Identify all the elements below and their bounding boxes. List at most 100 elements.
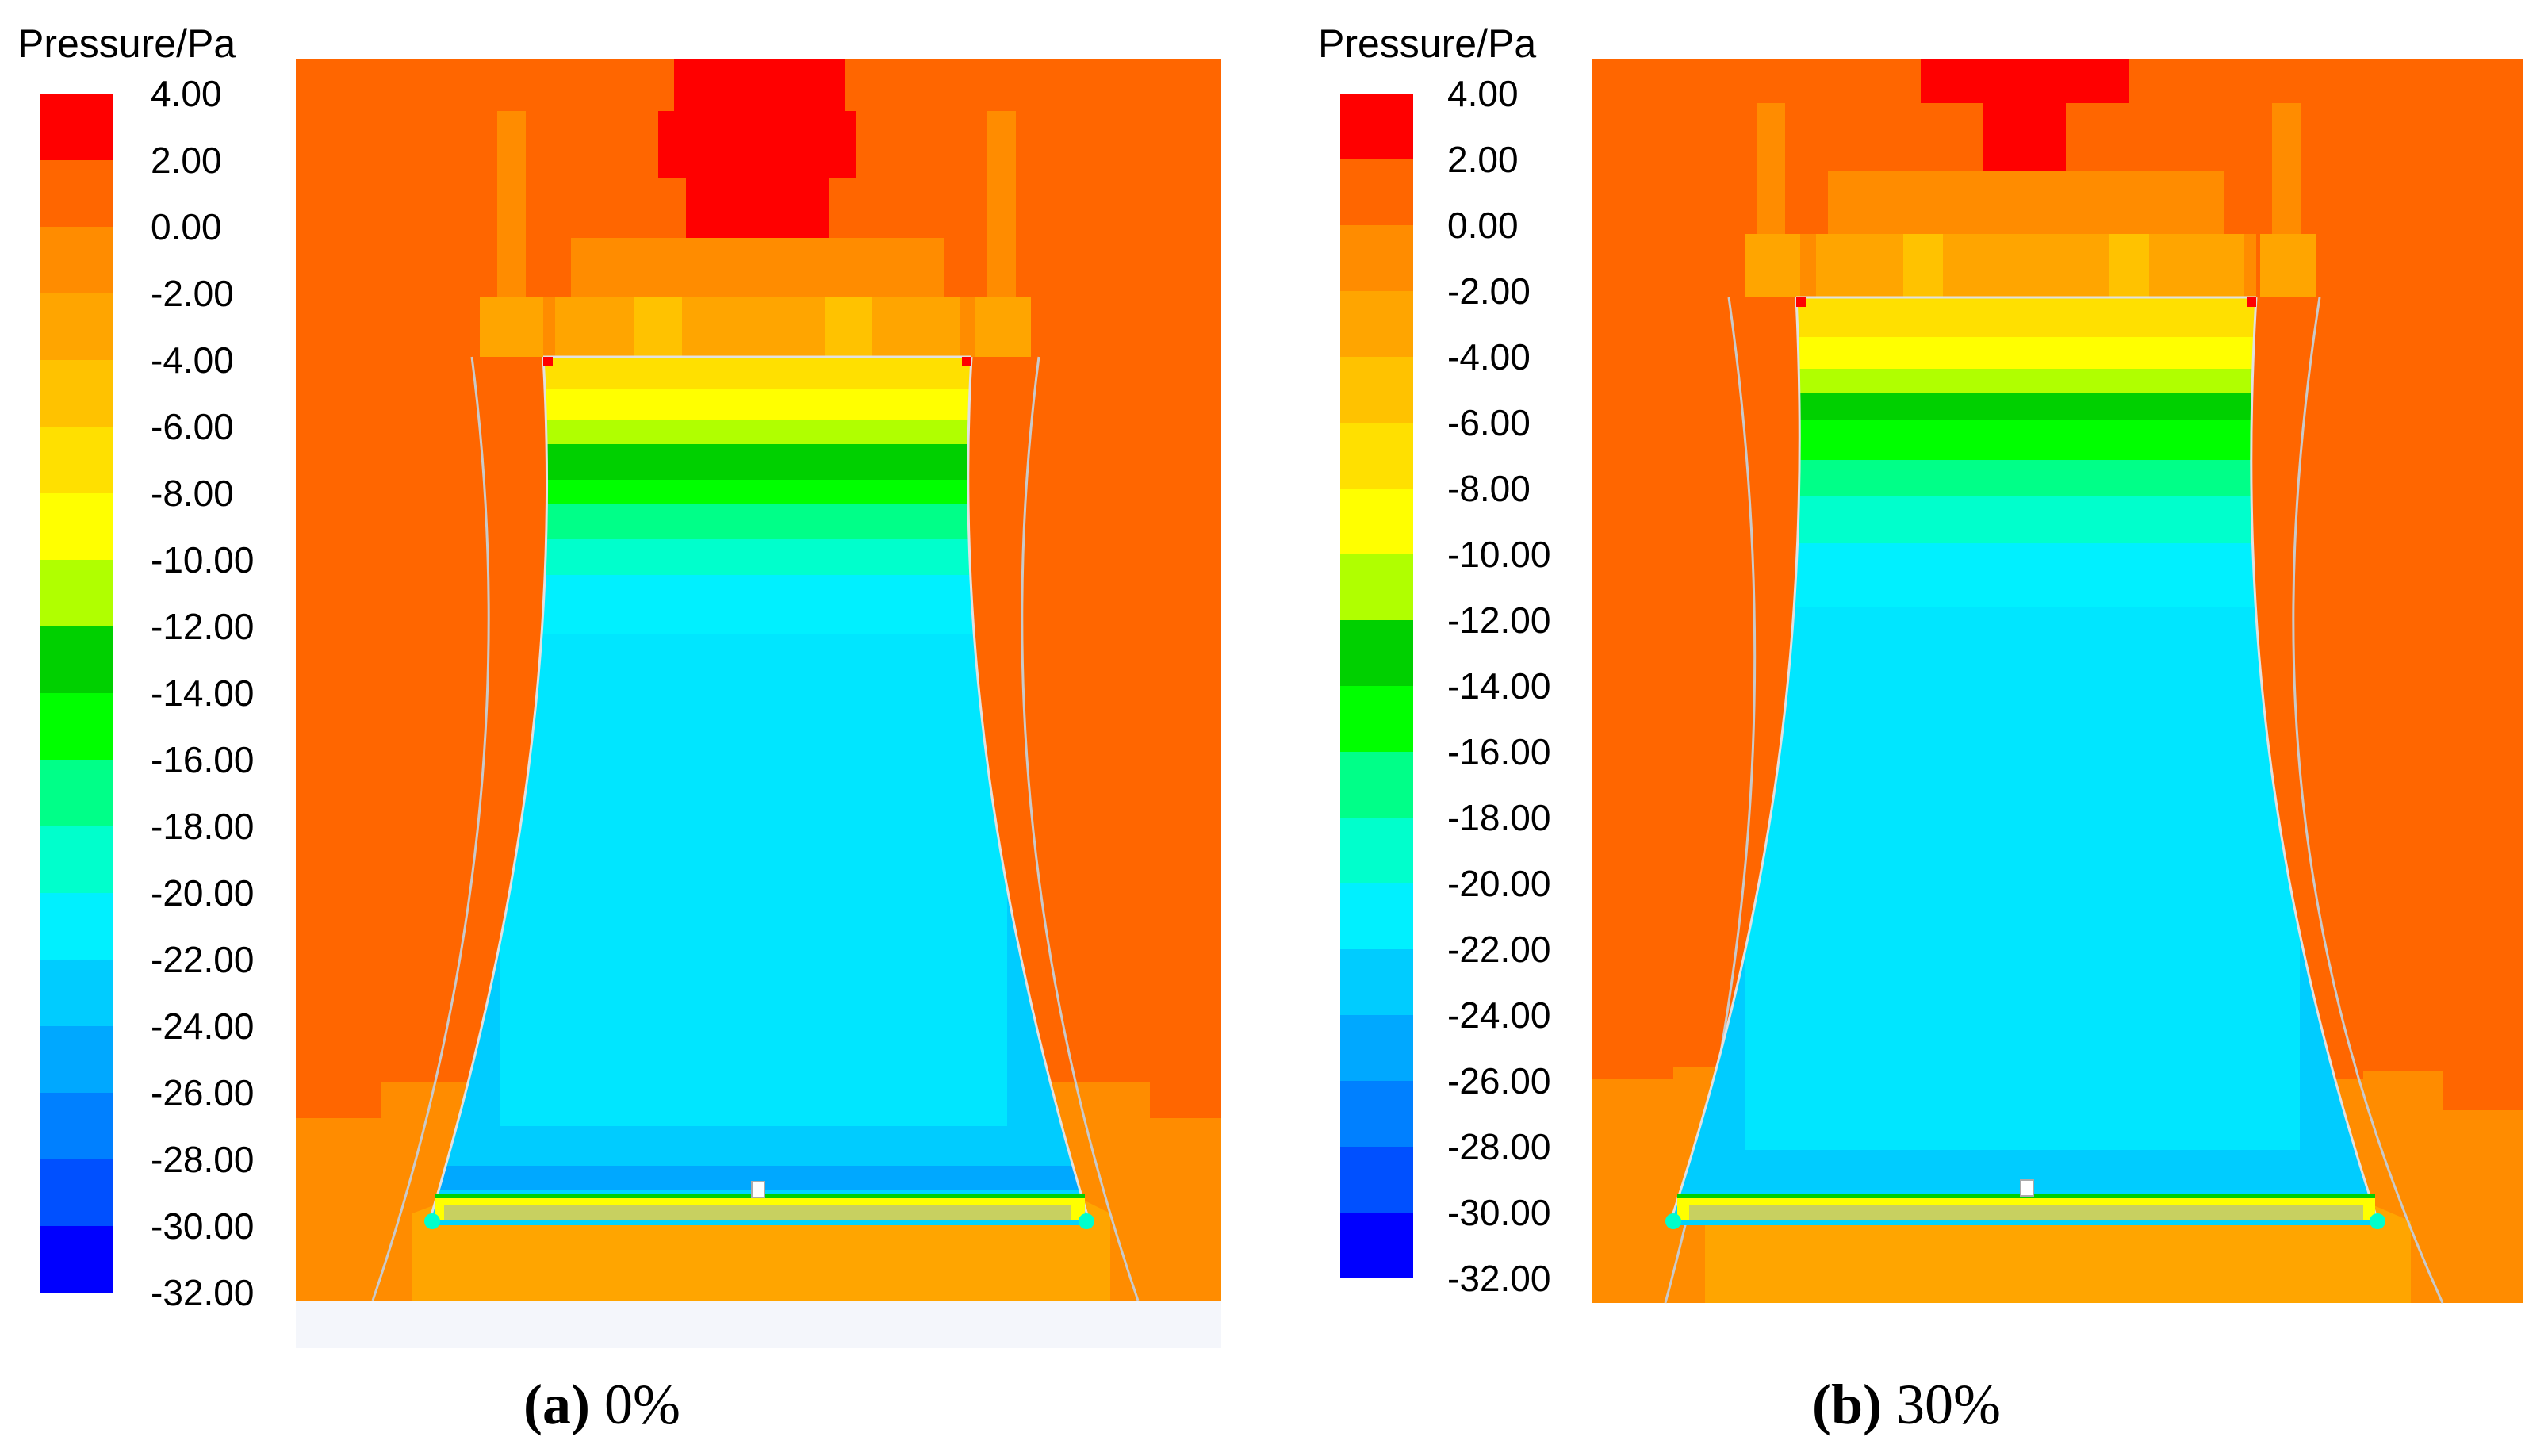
- red-marker-left: [1796, 297, 1806, 307]
- legend-ticks: 4.00 2.00 0.00 -2.00 -4.00 -6.00 -8.00 -10.00 -1…: [151, 73, 254, 1313]
- legend-band: [1340, 1081, 1413, 1147]
- legend-band: [1340, 423, 1413, 489]
- legend-tick-label: -20.00: [151, 872, 254, 914]
- caption-a: (a) 0%: [523, 1373, 680, 1436]
- legend-band: [40, 826, 113, 893]
- upper-gradient: [1816, 234, 2244, 297]
- legend-tick-label: -28.00: [1447, 1126, 1550, 1167]
- shell-outline-right: [2292, 297, 2444, 1304]
- legend-tick-label: 4.00: [1447, 73, 1519, 114]
- red-marker-right: [962, 357, 971, 366]
- legend-band: [1340, 949, 1413, 1015]
- legend-band: [1340, 291, 1413, 357]
- red-marker-right: [2247, 297, 2256, 307]
- legend-tick-label: -4.00: [1447, 336, 1531, 377]
- legend-tick-label: -8.00: [1447, 468, 1531, 509]
- legend-tick-label: 4.00: [151, 73, 222, 114]
- legend-tick-label: 0.00: [1447, 205, 1519, 246]
- legend-tick-label: -4.00: [151, 339, 234, 381]
- post-right-lower: [2260, 234, 2316, 297]
- legend-tick-label: -18.00: [151, 806, 254, 847]
- legend-band: [40, 626, 113, 693]
- legend-band: [1340, 159, 1413, 225]
- legend-tick-label: -2.00: [1447, 270, 1531, 312]
- legend-band: [40, 293, 113, 360]
- legend-band: [40, 693, 113, 760]
- legend-tick-label: -26.00: [1447, 1060, 1550, 1102]
- shell-outline-left: [371, 356, 490, 1301]
- upper-gradient-hot: [634, 297, 682, 357]
- corner-left: [424, 1213, 440, 1229]
- contour-plot: [296, 59, 1221, 1348]
- legend-tick-label: 0.00: [151, 206, 222, 247]
- legend-band: [1340, 225, 1413, 291]
- legend-band: [40, 1093, 113, 1159]
- shell-outline-right: [1021, 356, 1140, 1301]
- post-left-lower: [1745, 234, 1800, 297]
- legend-band: [1340, 686, 1413, 752]
- center-marker: [2020, 1179, 2034, 1197]
- fill-layer-pattern: [444, 1205, 1071, 1220]
- legend-bar: [1340, 94, 1413, 1278]
- post-right-lower: [975, 297, 1031, 357]
- legend-tick-label: -12.00: [151, 606, 254, 647]
- panel-a: Pressure/Pa 4.00 2.00 0.00 -2.00 -4.00 -6.00 -…: [17, 21, 1221, 1436]
- legend-tick-label: -24.00: [1447, 994, 1550, 1036]
- legend-tick-label: -24.00: [151, 1006, 254, 1047]
- upper-gradient: [555, 297, 960, 357]
- legend-band: [1340, 489, 1413, 554]
- legend-band: [1340, 94, 1413, 159]
- legend-band: [40, 960, 113, 1026]
- legend-tick-label: -22.00: [1447, 929, 1550, 970]
- legend-tick-label: -18.00: [1447, 797, 1550, 838]
- legend-tick-label: -30.00: [151, 1205, 254, 1247]
- legend-tick-label: -6.00: [151, 406, 234, 447]
- legend-tick-label: -32.00: [1447, 1258, 1550, 1299]
- legend-band: [1340, 1015, 1413, 1081]
- legend-tick-label: -14.00: [1447, 665, 1550, 707]
- legend-band: [1340, 883, 1413, 949]
- legend-band: [1340, 1213, 1413, 1278]
- legend-tick-label: -10.00: [1447, 534, 1550, 575]
- tower-outline: [427, 355, 1092, 1226]
- legend-tick-label: 2.00: [1447, 139, 1519, 180]
- legend-tick-label: -26.00: [151, 1072, 254, 1113]
- corner-left: [1665, 1213, 1681, 1229]
- contour-plot: [1592, 59, 2523, 1304]
- legend-tick-label: -30.00: [1447, 1192, 1550, 1233]
- upper-gradient-hot: [1903, 234, 1943, 297]
- post-left: [497, 111, 526, 305]
- top-plume: [658, 59, 856, 238]
- legend-tick-label: -2.00: [151, 273, 234, 314]
- top-plume: [1921, 59, 2129, 171]
- legend-band: [40, 493, 113, 560]
- fill-layer-pattern: [1689, 1205, 2363, 1220]
- legend-band: [40, 94, 113, 160]
- panel-b: Pressure/Pa 4.00 2.00 0.00 -2.00 -4.00 -6.00 -…: [1318, 21, 2523, 1436]
- legend-title: Pressure/Pa: [1318, 21, 1536, 66]
- legend-tick-label: -8.00: [151, 473, 234, 514]
- caption-b: (b) 30%: [1812, 1373, 2001, 1436]
- legend-band: [40, 427, 113, 493]
- legend-bar: [40, 94, 113, 1293]
- red-marker-left: [543, 357, 553, 366]
- legend-band: [40, 893, 113, 960]
- legend-band: [1340, 554, 1413, 620]
- legend-band: [40, 560, 113, 626]
- center-marker: [751, 1181, 765, 1198]
- corner-right: [2370, 1213, 2385, 1229]
- legend-tick-label: -12.00: [1447, 600, 1550, 641]
- legend-band: [40, 1026, 113, 1093]
- legend-tick-label: -10.00: [151, 539, 254, 580]
- legend-band: [1340, 620, 1413, 686]
- legend-tick-label: -22.00: [151, 939, 254, 980]
- legend-tick-label: -28.00: [151, 1139, 254, 1180]
- legend-tick-label: -16.00: [1447, 731, 1550, 772]
- tower-outline: [1668, 296, 2381, 1226]
- legend-band: [40, 160, 113, 227]
- legend-band: [40, 227, 113, 293]
- legend-tick-label: 2.00: [151, 140, 222, 181]
- legend-band: [1340, 1147, 1413, 1213]
- legend-band: [1340, 357, 1413, 423]
